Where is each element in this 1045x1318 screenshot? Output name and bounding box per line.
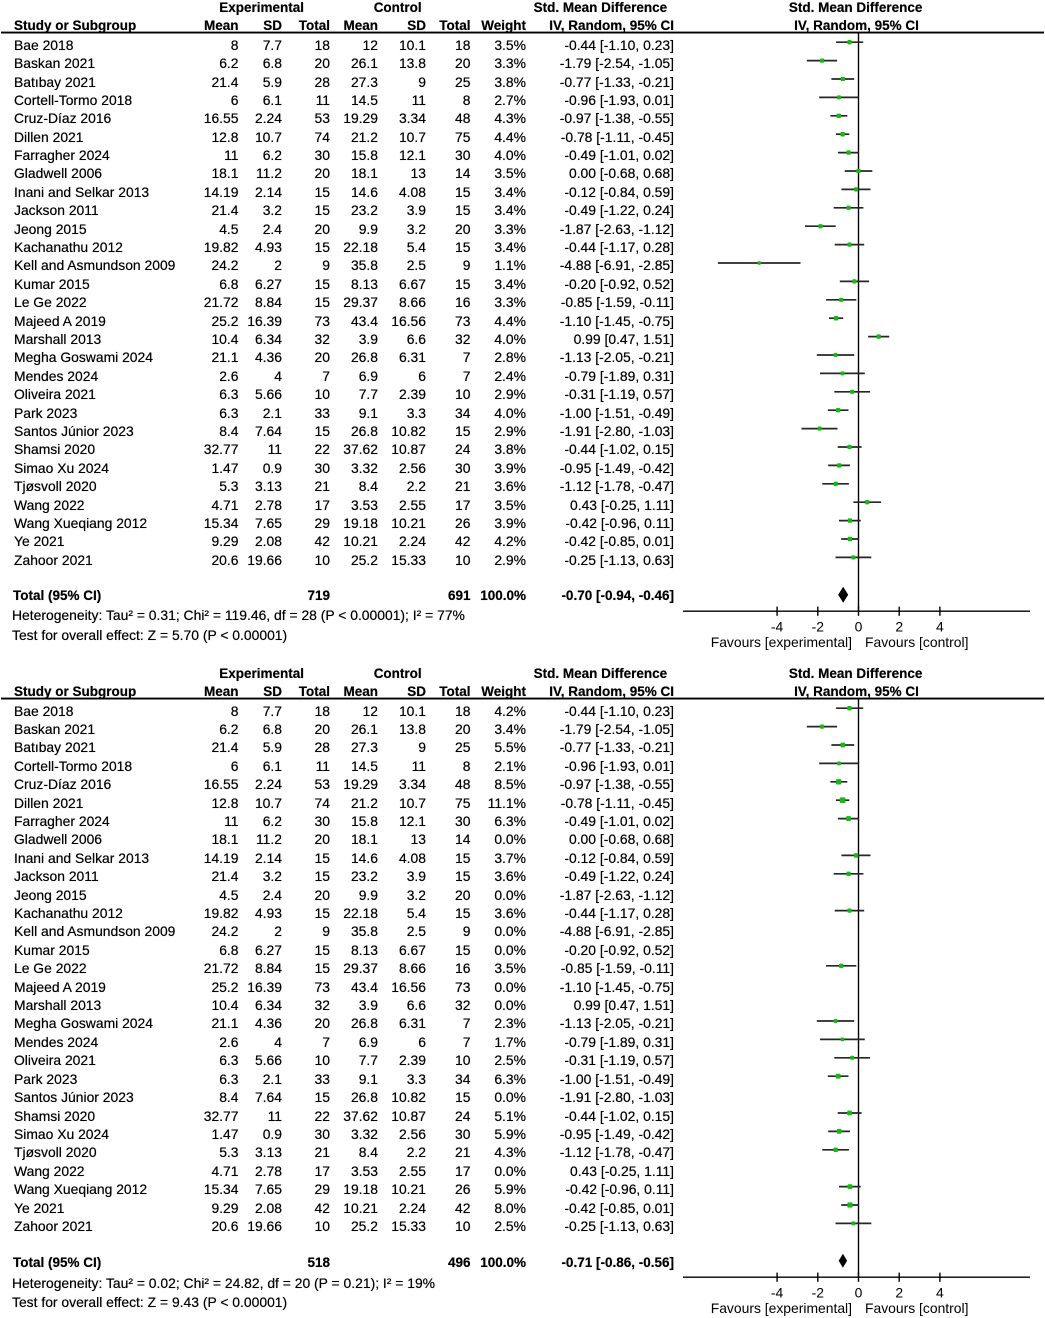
svg-text:2: 2 bbox=[895, 618, 903, 634]
svg-text:-4: -4 bbox=[771, 618, 784, 634]
svg-text:0: 0 bbox=[855, 618, 863, 634]
svg-text:0: 0 bbox=[855, 1284, 863, 1300]
svg-text:4: 4 bbox=[936, 1284, 944, 1300]
svg-text:-2: -2 bbox=[812, 1284, 825, 1300]
svg-text:-2: -2 bbox=[812, 618, 825, 634]
svg-text:4: 4 bbox=[936, 618, 944, 634]
svg-text:Favours [experimental]: Favours [experimental] bbox=[711, 634, 852, 650]
svg-text:Favours [control]: Favours [control] bbox=[865, 634, 968, 650]
svg-text:-4: -4 bbox=[771, 1284, 784, 1300]
svg-text:Favours [control]: Favours [control] bbox=[865, 1300, 968, 1316]
svg-text:2: 2 bbox=[895, 1284, 903, 1300]
svg-text:Favours [experimental]: Favours [experimental] bbox=[711, 1300, 852, 1316]
